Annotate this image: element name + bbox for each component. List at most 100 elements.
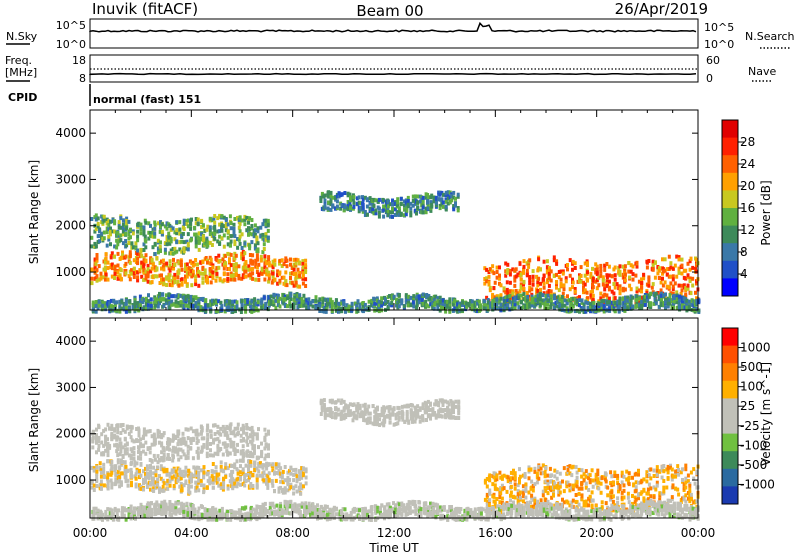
data-cell <box>139 249 143 254</box>
data-cell <box>688 276 692 281</box>
data-cell <box>499 296 503 301</box>
data-cell <box>250 232 254 237</box>
data-cell <box>172 302 176 307</box>
data-cell <box>677 255 681 260</box>
data-cell <box>233 242 237 247</box>
data-cell <box>689 291 693 296</box>
data-cell <box>121 229 125 234</box>
data-cell <box>546 306 550 311</box>
data-cell <box>361 301 365 305</box>
data-cell <box>441 298 445 303</box>
data-cell <box>226 229 230 234</box>
data-cell <box>363 195 367 200</box>
data-cell <box>448 302 452 307</box>
data-cell <box>271 468 275 473</box>
data-cell <box>271 259 275 264</box>
data-cell <box>175 228 179 233</box>
data-cell <box>163 250 167 255</box>
data-cell <box>503 305 507 310</box>
data-cell <box>647 259 651 263</box>
data-cell <box>242 437 246 441</box>
data-cell <box>557 270 561 274</box>
data-cell <box>200 232 204 237</box>
data-cell <box>458 304 462 309</box>
data-cell <box>153 234 157 239</box>
data-cell <box>124 261 128 266</box>
data-cell <box>196 446 200 451</box>
data-cell <box>562 287 566 292</box>
data-cell <box>693 302 697 307</box>
data-cell <box>182 218 186 223</box>
data-cell <box>229 422 233 427</box>
data-cell <box>223 309 227 314</box>
data-cell <box>560 303 564 308</box>
data-cell <box>334 411 338 416</box>
data-cell <box>189 226 193 231</box>
data-cell <box>272 295 276 300</box>
data-cell <box>180 488 184 493</box>
data-cell <box>643 302 647 307</box>
data-cell <box>124 269 128 273</box>
data-cell <box>363 418 367 423</box>
data-cell <box>409 295 413 300</box>
data-cell <box>294 280 298 285</box>
data-cell <box>304 469 308 474</box>
data-cell <box>197 465 201 470</box>
data-cell <box>250 240 254 245</box>
data-cell <box>600 306 604 311</box>
data-cell <box>368 420 372 425</box>
data-cell <box>395 212 399 217</box>
data-cell <box>142 481 145 486</box>
data-cell <box>163 247 167 252</box>
data-cell <box>519 293 523 298</box>
data-cell <box>301 276 305 281</box>
data-cell <box>554 300 558 305</box>
data-cell <box>526 298 530 303</box>
data-cell <box>233 426 237 431</box>
data-cell <box>499 283 503 288</box>
data-cell <box>489 301 493 306</box>
data-cell <box>142 427 146 432</box>
data-cell <box>206 432 210 437</box>
data-cell <box>498 298 502 303</box>
data-cell <box>90 276 94 281</box>
data-cell <box>434 196 438 201</box>
data-cell <box>119 268 123 273</box>
data-cell <box>602 304 606 309</box>
data-cell <box>583 282 587 287</box>
data-cell <box>270 480 274 485</box>
data-cell <box>196 432 200 437</box>
data-cell <box>140 253 144 258</box>
data-cell <box>607 273 611 278</box>
data-cell <box>504 261 508 266</box>
data-cell <box>127 425 131 430</box>
data-cell <box>237 237 241 242</box>
data-cell <box>244 305 248 310</box>
data-cell <box>95 427 98 432</box>
data-cell <box>262 295 266 300</box>
data-cell <box>282 301 286 306</box>
data-cell <box>389 214 392 219</box>
data-cell <box>142 258 146 263</box>
data-cell <box>628 283 632 288</box>
data-cell <box>124 301 128 306</box>
data-cell <box>377 206 381 211</box>
data-cell <box>336 398 340 403</box>
data-cell <box>566 263 569 267</box>
data-cell <box>162 452 166 457</box>
data-cell <box>194 232 198 237</box>
data-cell <box>169 237 173 241</box>
data-cell <box>288 300 292 305</box>
data-cell <box>141 449 145 454</box>
data-cell <box>522 267 525 272</box>
data-cell <box>104 435 108 440</box>
data-cell <box>274 465 278 470</box>
data-cell <box>263 277 267 282</box>
data-cell <box>278 304 282 309</box>
data-cell <box>552 274 556 278</box>
data-cell <box>361 306 365 311</box>
data-cell <box>592 300 596 305</box>
data-cell <box>382 198 386 203</box>
data-cell <box>645 290 649 295</box>
data-cell <box>241 257 245 262</box>
